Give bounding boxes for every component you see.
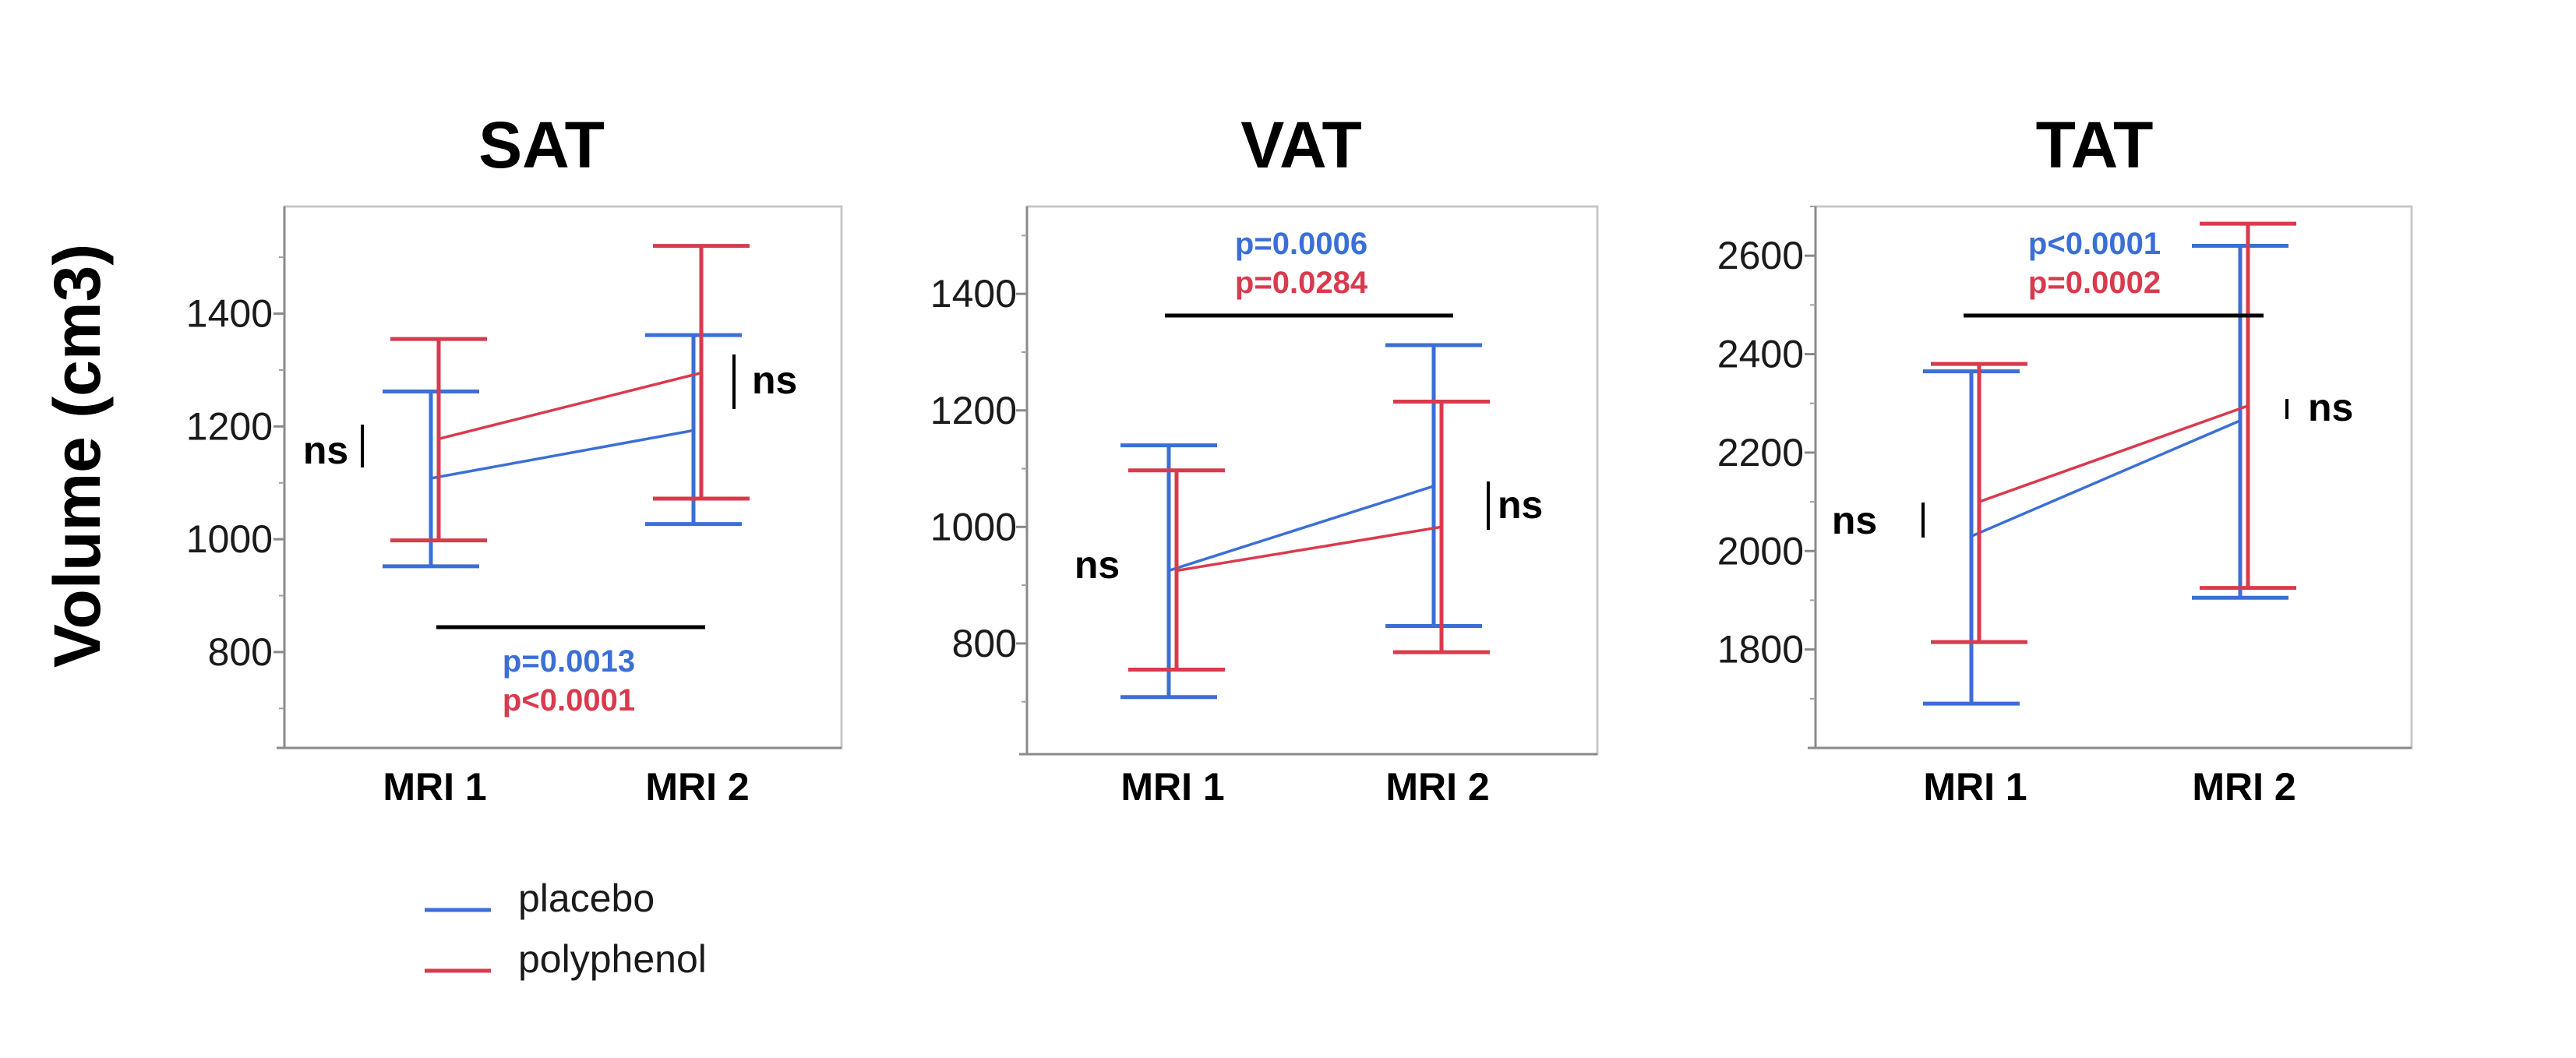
- ns-annotation-mri2: ns: [752, 358, 797, 402]
- panel-sat: SAT 800 1000 1200 1400 MRI 1 MRI 2 ns ns p=0.0013…: [186, 108, 843, 809]
- ns-annotation-mri2: ns: [2308, 386, 2353, 429]
- p-value-polyphenol: p=0.0002: [2028, 266, 2161, 300]
- panel-vat: VAT 800 1000 1200 1400 MRI 1 MRI 2 ns ns p=0.0006…: [930, 108, 1599, 809]
- ns-annotation-mri1: ns: [1075, 543, 1120, 587]
- chart-title: SAT: [478, 108, 605, 182]
- panels: SAT 800 1000 1200 1400 MRI 1 MRI 2 ns ns p=0.0013…: [186, 108, 2413, 809]
- p-value-placebo: p<0.0001: [2028, 227, 2161, 261]
- x-category-label: MRI 2: [645, 765, 749, 809]
- y-tick-label: 800: [952, 622, 1017, 665]
- x-category-label: MRI 2: [2192, 765, 2295, 809]
- ns-annotation-mri1: ns: [303, 428, 348, 472]
- x-category-label: MRI 1: [383, 765, 486, 809]
- panel-tat: TAT 1800 2000 2200 2400 2600 MRI 1 MRI 2 ns ns p<0…: [1717, 108, 2413, 809]
- y-tick-label: 1000: [186, 517, 273, 561]
- legend-label-polyphenol: polyphenol: [518, 937, 707, 981]
- y-tick-label: 2000: [1717, 529, 1804, 573]
- y-tick-label: 2600: [1717, 234, 1804, 277]
- legend-label-placebo: placebo: [518, 876, 655, 920]
- y-tick-label: 1400: [186, 292, 273, 336]
- ns-annotation-mri1: ns: [1832, 499, 1877, 542]
- mean-line: [430, 428, 694, 480]
- y-tick-label: 2200: [1717, 431, 1804, 474]
- p-value-polyphenol: p<0.0001: [503, 683, 635, 718]
- y-tick-label: 1400: [930, 272, 1017, 316]
- mean-line: [1176, 525, 1442, 573]
- legend: placebo polyphenol: [425, 876, 707, 981]
- x-category-label: MRI 1: [1120, 765, 1224, 809]
- y-tick-label: 1000: [930, 505, 1017, 548]
- x-category-label: MRI 1: [1923, 765, 2027, 809]
- p-value-polyphenol: p=0.0284: [1235, 266, 1368, 300]
- p-value-placebo: p=0.0013: [503, 644, 635, 679]
- mean-line: [1978, 404, 2249, 503]
- y-tick-label: 2400: [1717, 333, 1804, 376]
- ns-annotation-mri2: ns: [1498, 483, 1543, 527]
- mean-line: [1971, 419, 2241, 538]
- series-placebo: [1120, 343, 1482, 700]
- x-category-label: MRI 2: [1385, 765, 1489, 809]
- y-tick-label: 1200: [186, 404, 273, 448]
- y-axis-label: Volume (cm3): [41, 244, 114, 668]
- chart-title: TAT: [2036, 108, 2154, 182]
- p-value-placebo: p=0.0006: [1235, 227, 1367, 261]
- series-polyphenol: [1931, 221, 2296, 644]
- series-polyphenol: [390, 244, 750, 543]
- series-placebo: [383, 333, 742, 569]
- series-placebo: [1923, 244, 2288, 706]
- series-polyphenol: [1128, 400, 1490, 672]
- y-tick-label: 1200: [930, 389, 1017, 432]
- chart-title: VAT: [1240, 108, 1362, 182]
- mean-line: [438, 371, 702, 440]
- y-tick-label: 800: [208, 630, 273, 674]
- mean-line: [1168, 485, 1434, 573]
- y-tick-label: 1800: [1717, 628, 1804, 672]
